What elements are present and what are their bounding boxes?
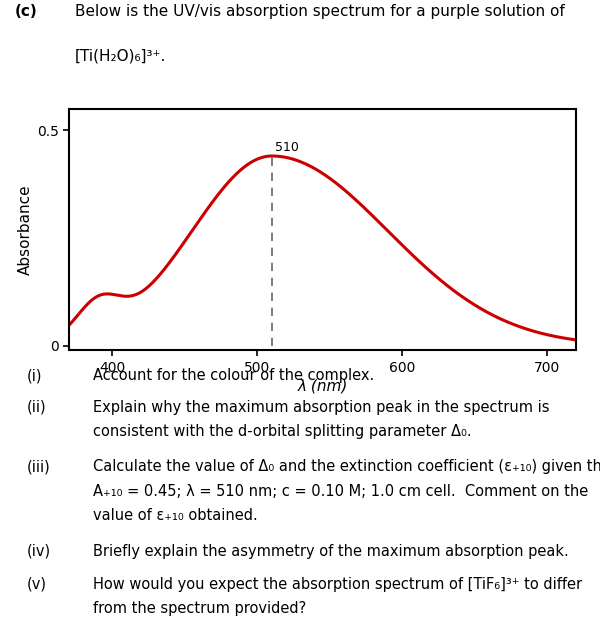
Text: consistent with the d-orbital splitting parameter Δ₀.: consistent with the d-orbital splitting … [93,424,472,439]
Text: 510: 510 [275,141,299,154]
Text: [Ti(H₂O)₆]³⁺.: [Ti(H₂O)₆]³⁺. [75,48,166,63]
Text: (ii): (ii) [27,400,47,415]
Text: (i): (i) [27,368,43,383]
Text: value of ε₊₁₀ obtained.: value of ε₊₁₀ obtained. [93,508,258,523]
Text: Calculate the value of Δ₀ and the extinction coefficient (ε₊₁₀) given that: Calculate the value of Δ₀ and the extinc… [93,459,600,474]
Text: Explain why the maximum absorption peak in the spectrum is: Explain why the maximum absorption peak … [93,400,550,415]
X-axis label: λ (nm): λ (nm) [298,379,347,394]
Text: Below is the UV/vis absorption spectrum for a purple solution of: Below is the UV/vis absorption spectrum … [75,4,565,19]
Text: Account for the colour of the complex.: Account for the colour of the complex. [93,368,374,383]
Text: (iii): (iii) [27,459,51,474]
Y-axis label: Absorbance: Absorbance [17,184,32,275]
Text: (iv): (iv) [27,544,51,559]
Text: A₊₁₀ = 0.45; λ = 510 nm; c = 0.10 M; 1.0 cm cell.  Comment on the: A₊₁₀ = 0.45; λ = 510 nm; c = 0.10 M; 1.0… [93,484,588,498]
Text: from the spectrum provided?: from the spectrum provided? [93,601,306,616]
Text: How would you expect the absorption spectrum of [TiF₆]³⁺ to differ: How would you expect the absorption spec… [93,577,582,591]
Text: (v): (v) [27,577,47,591]
Text: Briefly explain the asymmetry of the maximum absorption peak.: Briefly explain the asymmetry of the max… [93,544,569,559]
Text: (c): (c) [15,4,38,19]
